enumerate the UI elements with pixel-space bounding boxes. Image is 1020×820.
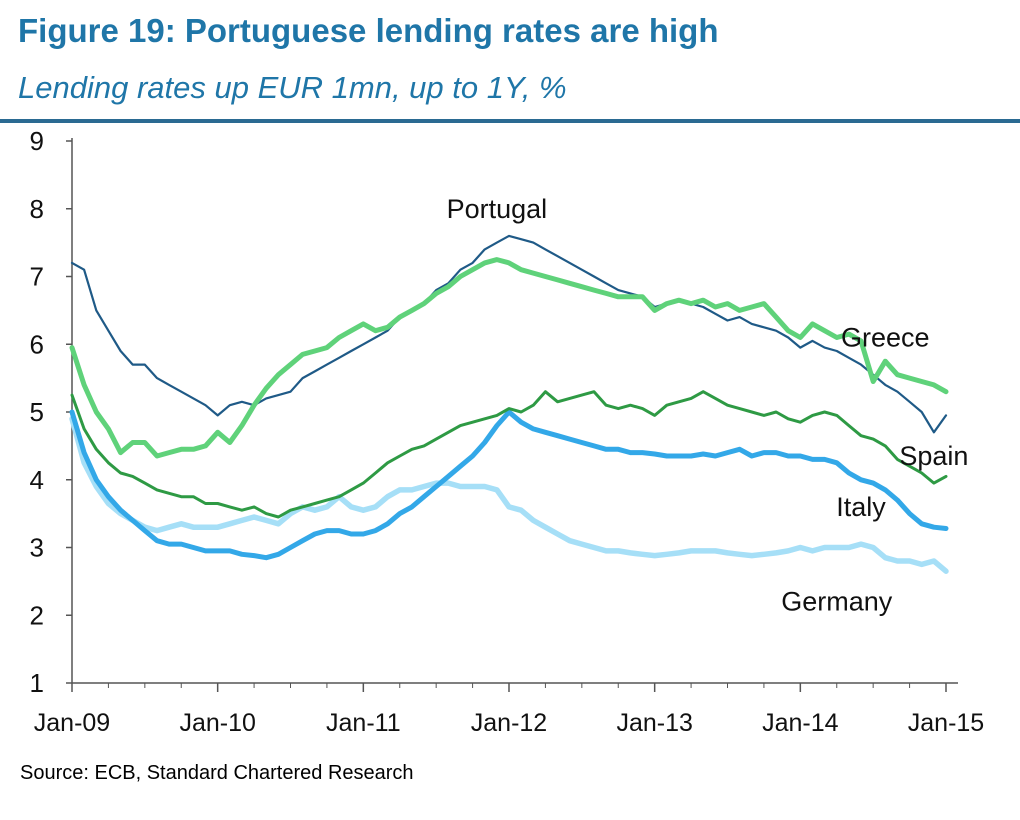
series-line-germany — [69, 416, 949, 574]
series-line-italy — [69, 409, 949, 561]
series-line-portugal — [70, 234, 948, 434]
y-tick-label: 9 — [30, 126, 44, 156]
series-label-italy: Italy — [836, 492, 886, 522]
x-tick-label: Jan-14 — [762, 709, 839, 737]
y-tick-label: 8 — [30, 194, 44, 224]
series-label-germany: Germany — [781, 587, 893, 617]
line-chart: 1 2 3 4 5 6 7 8 9 Jan-09 Jan-10 Jan-11 Jan-12 Jan-13 J… — [30, 126, 985, 737]
x-tick-label: Jan-09 — [34, 709, 110, 737]
series-label-greece: Greece — [841, 322, 930, 352]
y-tick-label: 6 — [30, 329, 44, 359]
y-tick-label: 5 — [30, 397, 44, 427]
x-tick-label: Jan-11 — [326, 709, 401, 737]
series-label-spain: Spain — [899, 441, 968, 471]
chart-subtitle: Lending rates up EUR 1mn, up to 1Y, % — [18, 70, 567, 105]
series-line-spain — [70, 390, 948, 519]
header-rule — [0, 119, 1020, 123]
y-tick-label: 7 — [30, 262, 44, 292]
x-tick-label: Jan-10 — [179, 709, 255, 737]
y-tick-label: 3 — [30, 533, 44, 563]
y-tick-label: 1 — [30, 668, 44, 698]
y-tick-label: 2 — [30, 600, 44, 630]
x-tick-label: Jan-12 — [471, 709, 547, 737]
source-note: Source: ECB, Standard Chartered Research — [20, 762, 414, 784]
chart-title: Figure 19: Portuguese lending rates are … — [18, 12, 719, 49]
x-tick-label: Jan-15 — [908, 709, 984, 737]
y-tick-label: 4 — [30, 465, 44, 495]
series-label-portugal: Portugal — [447, 194, 548, 224]
x-tick-label: Jan-13 — [616, 709, 692, 737]
series-line-greece — [69, 257, 949, 459]
